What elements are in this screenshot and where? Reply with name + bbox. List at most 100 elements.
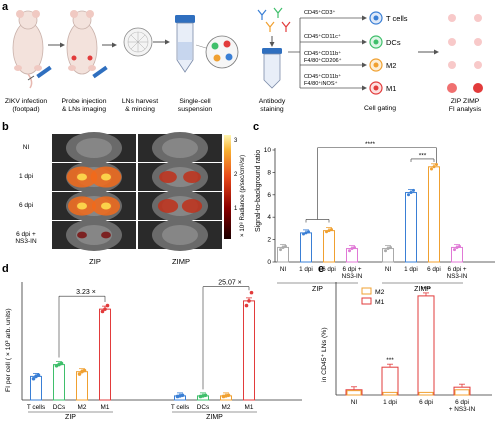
y-tick-label: 0 (267, 259, 271, 266)
data-point (302, 232, 305, 236)
sig-label: **** (421, 286, 432, 293)
group-label: ZIMP (414, 286, 431, 293)
data-point (435, 163, 438, 167)
signal-core (77, 173, 87, 181)
x-tick-label: 6 dpi (322, 266, 336, 273)
x-tick-label: T cells (171, 404, 189, 411)
bar (99, 308, 111, 401)
signal-hotspot (159, 170, 177, 184)
data-point (105, 303, 110, 308)
y-tick-label: 8 (267, 169, 271, 176)
data-point (430, 167, 433, 171)
data-point (353, 245, 356, 249)
mouse-silhouette (162, 138, 198, 158)
column-label-zip: ZIP (89, 257, 101, 266)
data-point (453, 248, 456, 252)
data-point (409, 191, 413, 195)
panel-a: a (2, 1, 483, 113)
bar (53, 364, 65, 401)
cell-type-label: T cells (386, 14, 408, 23)
step-label: ZIP ZIMP FI analysis (449, 98, 482, 113)
step-label: Cell gating (364, 105, 396, 112)
panel-e-letter: e (318, 263, 324, 275)
data-point (350, 247, 354, 251)
x-tick-label: T cells (27, 404, 45, 411)
data-point (77, 372, 82, 376)
gating-branches (288, 17, 362, 89)
colorbar-label: × 10⁸ Radiance (p/sec/cm²/sr) (239, 155, 246, 237)
y-axis-label: FI per cell ( × 10³ arb. units) (5, 308, 12, 392)
x-tick-label: 6 dpi (419, 399, 433, 406)
row-label: 6 dpi + NS3-IN (15, 231, 37, 245)
data-point (389, 245, 392, 249)
data-point (307, 230, 310, 234)
data-point (180, 393, 185, 398)
x-tick-label: 6 dpi + NS3-IN (449, 399, 476, 413)
signal-hotspot (101, 231, 111, 239)
group-label: ZIP (65, 414, 76, 420)
data-point (249, 290, 254, 295)
data-point (455, 245, 459, 249)
x-tick-label: 6 dpi (427, 266, 441, 273)
marker-label: CD45⁺CD11c⁺ (304, 33, 341, 40)
y-tick-label: 10 (264, 147, 272, 154)
data-point (281, 245, 285, 249)
x-tick-label: NI (385, 266, 392, 273)
tube-icon (175, 15, 195, 73)
cell-suspension-icon (195, 35, 239, 69)
y-tick-label: 2 (267, 237, 271, 244)
syringe-icon (92, 65, 108, 79)
marker-label: CD45⁺CD11b⁺ F4/80⁺CD206⁺ (304, 50, 342, 64)
panel-a-letter: a (2, 1, 9, 13)
signal-core (101, 202, 111, 210)
bar-m2 (454, 389, 470, 396)
bar (405, 192, 417, 263)
data-point (31, 376, 36, 381)
colorbar: 3 2 1 × 10⁸ Radiance (p/sec/cm²/sr) (224, 135, 246, 239)
step-label: LNs harvest & mincing (122, 98, 158, 113)
y-tick-label: 6 (267, 192, 271, 199)
x-tick-label: NI (351, 399, 358, 406)
data-point (59, 361, 64, 366)
x-tick-label: 1 dpi (383, 399, 397, 406)
colorbar-tick: 1 (234, 206, 238, 212)
signal-core (77, 202, 87, 210)
signal-hotspot (183, 170, 201, 184)
data-point (432, 165, 436, 169)
panel-c-letter: c (253, 121, 259, 133)
data-point (103, 307, 107, 311)
signal-hotspot (77, 231, 87, 239)
bar (76, 371, 88, 401)
data-point (226, 393, 231, 398)
data-point (100, 309, 105, 314)
x-tick-label: 6 dpi + NS3-IN (342, 266, 363, 280)
colorbar-tick: 3 (234, 138, 238, 144)
signal-hotspot (181, 199, 203, 213)
row-label: 6 dpi (19, 202, 33, 209)
legend-label: M2 (375, 289, 385, 296)
panel-b: b NI 1 dpi 6 dpi 6 dpi + NS3-IN 3 2 1 × 10⁸ … (2, 121, 246, 266)
data-point (458, 244, 461, 248)
x-tick-label: 1 dpi (404, 266, 418, 273)
marker-label: CD45⁺CD11b⁺ F4/80⁺iNOS⁺ (304, 73, 341, 87)
step-label: ZIKV infection (footpad) (5, 98, 48, 113)
antibody-icon (257, 7, 291, 32)
panel-e: e in CD45⁺ LNs (%) NI 1 dpi *** 6 dpi **** 6 … (318, 263, 492, 413)
data-point (325, 230, 328, 234)
bar-m1 (453, 386, 471, 396)
bar (243, 300, 255, 401)
step-label: Single-cell suspension (178, 98, 213, 113)
group-label: ZIMP (206, 414, 223, 420)
data-point (384, 249, 387, 253)
x-tick-label: DCs (197, 404, 209, 411)
step-label: Antibody staining (259, 98, 286, 113)
x-tick-label: 1 dpi (299, 266, 313, 273)
column-label-zimp: ZIMP (172, 257, 190, 266)
mouse-silhouette (76, 225, 112, 245)
bar-m2 (382, 391, 398, 396)
fi-analysis-icons (447, 14, 483, 93)
x-tick-label: NI (280, 266, 287, 273)
data-point (279, 248, 282, 252)
mouse-icon (12, 10, 44, 89)
